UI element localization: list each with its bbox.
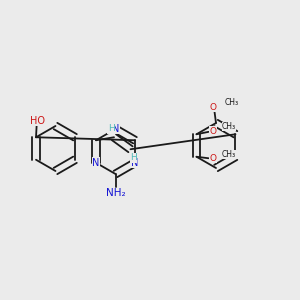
Text: NH₂: NH₂ <box>106 188 125 199</box>
Text: O: O <box>209 154 217 163</box>
Text: O: O <box>209 127 217 136</box>
Text: O: O <box>209 103 217 112</box>
Text: CH₃: CH₃ <box>222 150 236 159</box>
Text: H: H <box>130 153 137 162</box>
Text: CH₃: CH₃ <box>224 98 239 107</box>
Text: N: N <box>92 158 100 168</box>
Text: H: H <box>108 124 114 133</box>
Text: N: N <box>131 158 139 168</box>
Text: N: N <box>112 124 119 134</box>
Text: CH₃: CH₃ <box>222 122 236 131</box>
Text: HO: HO <box>30 116 45 126</box>
